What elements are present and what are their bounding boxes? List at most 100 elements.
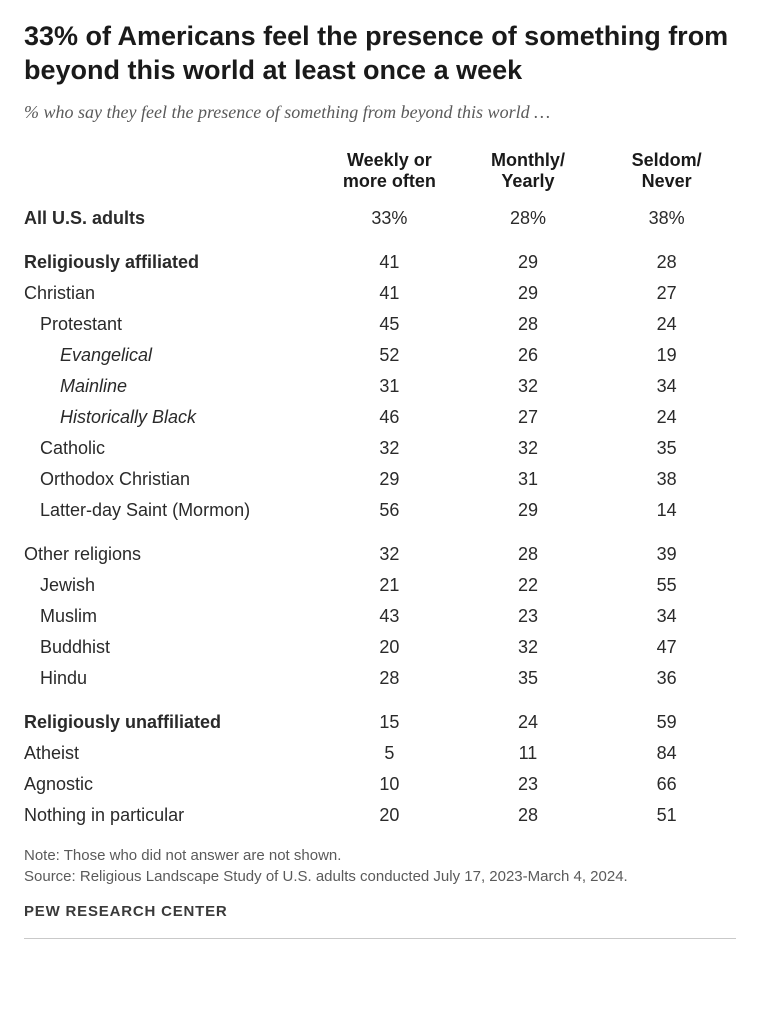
header-blank: [24, 146, 320, 203]
row-label: Muslim: [24, 601, 320, 632]
chart-title: 33% of Americans feel the presence of so…: [24, 20, 736, 88]
table-row: Latter-day Saint (Mormon)562914: [24, 495, 736, 526]
row-value: 28: [459, 309, 598, 340]
table-header-row: Weekly ormore often Monthly/Yearly Seldo…: [24, 146, 736, 203]
row-value: 29: [320, 464, 458, 495]
table-row: Muslim432334: [24, 601, 736, 632]
row-label: Religiously affiliated: [24, 234, 320, 278]
table-row: Religiously affiliated412928: [24, 234, 736, 278]
row-value: 19: [597, 340, 736, 371]
row-value: 29: [459, 234, 598, 278]
header-weekly: Weekly ormore often: [320, 146, 458, 203]
row-value: 29: [459, 495, 598, 526]
row-value: 46: [320, 402, 458, 433]
row-value: 28: [320, 663, 458, 694]
row-value: 43: [320, 601, 458, 632]
row-value: 14: [597, 495, 736, 526]
row-value: 28%: [459, 203, 598, 234]
row-value: 45: [320, 309, 458, 340]
row-value: 35: [459, 663, 598, 694]
row-label: Buddhist: [24, 632, 320, 663]
table-row: Jewish212255: [24, 570, 736, 601]
table-row: Nothing in particular202851: [24, 800, 736, 831]
row-value: 66: [597, 769, 736, 800]
header-seldom: Seldom/Never: [597, 146, 736, 203]
row-label: Latter-day Saint (Mormon): [24, 495, 320, 526]
bottom-rule: [24, 938, 736, 939]
row-value: 84: [597, 738, 736, 769]
table-row: Orthodox Christian293138: [24, 464, 736, 495]
table-row: Mainline313234: [24, 371, 736, 402]
table-row: Hindu283536: [24, 663, 736, 694]
row-value: 34: [597, 601, 736, 632]
table-row: Other religions322839: [24, 526, 736, 570]
row-value: 32: [459, 632, 598, 663]
row-value: 26: [459, 340, 598, 371]
row-value: 10: [320, 769, 458, 800]
row-value: 20: [320, 800, 458, 831]
row-value: 47: [597, 632, 736, 663]
row-label: Evangelical: [24, 340, 320, 371]
footer-org: PEW RESEARCH CENTER: [24, 903, 736, 920]
row-value: 32: [459, 433, 598, 464]
row-value: 41: [320, 278, 458, 309]
data-table: Weekly ormore often Monthly/Yearly Seldo…: [24, 146, 736, 831]
row-value: 28: [597, 234, 736, 278]
note-line: Note: Those who did not answer are not s…: [24, 845, 736, 866]
table-row: Buddhist203247: [24, 632, 736, 663]
row-value: 27: [459, 402, 598, 433]
row-value: 51: [597, 800, 736, 831]
row-value: 27: [597, 278, 736, 309]
table-row: All U.S. adults33%28%38%: [24, 203, 736, 234]
row-label: Orthodox Christian: [24, 464, 320, 495]
row-label: Catholic: [24, 433, 320, 464]
row-value: 15: [320, 694, 458, 738]
row-value: 31: [320, 371, 458, 402]
table-row: Religiously unaffiliated152459: [24, 694, 736, 738]
row-value: 38%: [597, 203, 736, 234]
row-label: Jewish: [24, 570, 320, 601]
row-value: 41: [320, 234, 458, 278]
row-value: 23: [459, 601, 598, 632]
row-label: Historically Black: [24, 402, 320, 433]
table-row: Historically Black462724: [24, 402, 736, 433]
row-value: 24: [597, 402, 736, 433]
row-value: 28: [459, 526, 598, 570]
row-label: Hindu: [24, 663, 320, 694]
chart-subtitle: % who say they feel the presence of some…: [24, 100, 736, 124]
row-value: 29: [459, 278, 598, 309]
table-row: Christian412927: [24, 278, 736, 309]
row-value: 35: [597, 433, 736, 464]
row-value: 32: [320, 526, 458, 570]
row-label: Protestant: [24, 309, 320, 340]
table-row: Catholic323235: [24, 433, 736, 464]
row-label: All U.S. adults: [24, 203, 320, 234]
row-value: 23: [459, 769, 598, 800]
row-value: 32: [320, 433, 458, 464]
row-value: 52: [320, 340, 458, 371]
table-row: Agnostic102366: [24, 769, 736, 800]
row-value: 56: [320, 495, 458, 526]
row-value: 5: [320, 738, 458, 769]
row-label: Christian: [24, 278, 320, 309]
row-value: 59: [597, 694, 736, 738]
row-value: 31: [459, 464, 598, 495]
row-value: 28: [459, 800, 598, 831]
row-value: 36: [597, 663, 736, 694]
row-value: 24: [597, 309, 736, 340]
row-value: 38: [597, 464, 736, 495]
notes-block: Note: Those who did not answer are not s…: [24, 845, 736, 887]
row-value: 21: [320, 570, 458, 601]
row-value: 55: [597, 570, 736, 601]
row-label: Atheist: [24, 738, 320, 769]
row-label: Other religions: [24, 526, 320, 570]
row-value: 20: [320, 632, 458, 663]
table-row: Atheist51184: [24, 738, 736, 769]
row-value: 39: [597, 526, 736, 570]
row-label: Religiously unaffiliated: [24, 694, 320, 738]
row-label: Mainline: [24, 371, 320, 402]
row-label: Nothing in particular: [24, 800, 320, 831]
table-row: Protestant452824: [24, 309, 736, 340]
source-line: Source: Religious Landscape Study of U.S…: [24, 866, 736, 887]
row-value: 32: [459, 371, 598, 402]
